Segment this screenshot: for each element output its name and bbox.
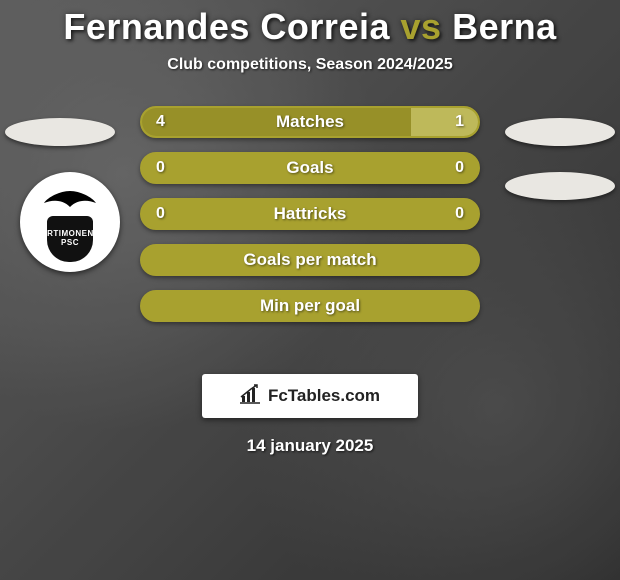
bar-row: Goals per match [140,244,480,276]
chart-icon [240,384,262,409]
left-ellipse-1 [5,118,115,146]
brand-text: FcTables.com [268,386,380,406]
bar-label: Min per goal [260,296,360,316]
bar-value-right: 0 [455,205,464,223]
page-title: Fernandes Correia vs Berna [0,0,620,48]
bar-value-left: 0 [156,159,165,177]
bar-label: Goals per match [243,250,376,270]
bar-label: Goals [286,158,333,178]
player1-name: Fernandes Correia [63,6,390,47]
bar-row: 0 0 Hattricks [140,198,480,230]
date-label: 14 january 2025 [0,436,620,456]
bar-value-right: 0 [455,159,464,177]
club-shield: PORTIMONENSEPSC [47,216,93,262]
club-shield-text: PORTIMONENSEPSC [35,230,106,248]
comparison-bars: 4 1 Matches 0 0 Goals 0 0 Hattricks Goals per mat… [140,106,480,336]
bar-value-left: 0 [156,205,165,223]
bar-label: Matches [276,112,344,132]
vs-label: vs [401,6,442,47]
bar-row: 0 0 Goals [140,152,480,184]
bar-row: Min per goal [140,290,480,322]
content-root: Fernandes Correia vs Berna Club competit… [0,0,620,580]
bar-fill-right [411,108,478,136]
eagle-icon [40,189,100,214]
bar-value-left: 4 [156,113,165,131]
right-ellipse-2 [505,172,615,200]
bar-row: 4 1 Matches [140,106,480,138]
bar-label: Hattricks [274,204,347,224]
bar-value-right: 1 [455,113,464,131]
club-badge: PORTIMONENSEPSC [20,172,120,272]
comparison-arena: PORTIMONENSEPSC 4 1 Matches 0 0 Goals 0 0 Hattri… [0,106,620,366]
right-ellipse-1 [505,118,615,146]
subtitle: Club competitions, Season 2024/2025 [0,56,620,74]
brand-box: FcTables.com [202,374,418,418]
player2-name: Berna [452,6,557,47]
